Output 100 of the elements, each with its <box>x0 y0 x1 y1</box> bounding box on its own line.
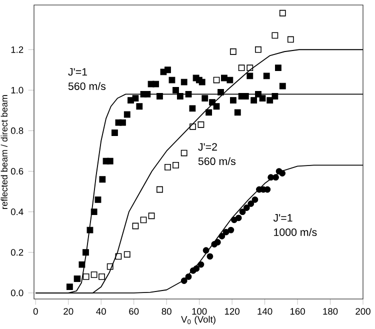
point <box>148 212 155 220</box>
point <box>94 196 102 203</box>
annotation: J'=1 <box>68 68 87 76</box>
point <box>239 208 246 216</box>
point <box>115 253 122 260</box>
x-tick-label: 40 <box>96 308 106 315</box>
point <box>279 170 286 176</box>
point <box>226 76 234 84</box>
x-tick-label: 180 <box>323 308 338 315</box>
point <box>144 91 151 98</box>
point <box>272 32 278 39</box>
point <box>132 95 139 102</box>
annotation: J'=1 <box>273 214 292 222</box>
point <box>120 119 126 126</box>
point <box>259 95 266 102</box>
point <box>255 46 262 53</box>
point <box>124 111 130 118</box>
point <box>235 214 242 222</box>
point <box>152 80 159 88</box>
point <box>230 48 236 55</box>
point <box>98 273 105 280</box>
point <box>266 97 274 104</box>
point <box>287 36 294 43</box>
y-tick-label: 0.6 <box>10 168 24 175</box>
x-tick-label: 200 <box>356 308 370 315</box>
point <box>213 76 220 84</box>
point <box>198 78 206 86</box>
point <box>190 123 196 130</box>
y-tick-label: 0.4 <box>10 208 24 216</box>
x-tick-label: 160 <box>290 308 305 315</box>
point <box>279 82 286 90</box>
point <box>185 273 192 280</box>
point <box>246 72 254 80</box>
point <box>222 228 230 236</box>
point <box>272 174 279 181</box>
y-tick-label: 0.0 <box>10 290 24 296</box>
point <box>90 208 98 216</box>
x-axis-title: V$_{0}$ (Volt) <box>181 316 216 325</box>
point <box>234 109 241 116</box>
point <box>180 78 188 86</box>
point <box>214 239 221 246</box>
point <box>230 97 236 104</box>
point <box>111 130 118 136</box>
y-tick-label: 1.2 <box>11 46 24 53</box>
point <box>218 232 226 240</box>
y-tick-label: 0.8 <box>10 127 24 134</box>
point <box>250 97 258 104</box>
point <box>78 261 86 268</box>
point <box>275 64 282 72</box>
point <box>193 265 200 272</box>
point <box>202 247 210 254</box>
y-tick-label: 1.0 <box>11 86 24 94</box>
point <box>180 150 188 156</box>
y-axis-title: reflected beam / direct beam <box>0 95 8 209</box>
y-tick-label: 0.2 <box>10 249 24 256</box>
point <box>202 95 208 102</box>
point <box>172 162 179 168</box>
point <box>156 93 163 100</box>
annotation: 560 m/s <box>198 157 236 166</box>
point <box>66 284 73 290</box>
point <box>99 176 106 183</box>
x-tick-label: 0 <box>33 308 38 315</box>
point <box>228 226 234 234</box>
point <box>213 103 220 110</box>
point <box>180 278 188 284</box>
x-tick-label: 80 <box>162 308 172 315</box>
point <box>140 216 147 224</box>
x-tick-label: 100 <box>192 308 207 315</box>
point <box>243 204 250 211</box>
point <box>132 222 139 230</box>
point <box>264 186 271 193</box>
point <box>248 200 254 207</box>
point <box>86 226 94 234</box>
point <box>82 249 89 256</box>
point <box>136 103 143 110</box>
point <box>252 196 258 203</box>
point <box>263 72 270 80</box>
point <box>172 86 179 94</box>
point <box>221 74 228 82</box>
x-tick-label: 140 <box>258 308 272 315</box>
annotation: J'=2 <box>198 143 217 151</box>
x-tick-label: 60 <box>129 308 139 315</box>
annotation: 1000 m/s <box>274 228 317 236</box>
point <box>106 158 114 164</box>
point <box>272 93 278 100</box>
point <box>168 76 176 84</box>
point <box>246 64 254 72</box>
point <box>82 273 90 280</box>
point <box>189 105 196 112</box>
point <box>206 253 214 260</box>
point <box>238 64 245 72</box>
x-tick-label: 20 <box>64 308 74 315</box>
point <box>90 271 98 278</box>
point <box>164 66 171 74</box>
point <box>176 93 184 100</box>
annotation: 560 m/s <box>68 82 106 90</box>
x-tick-label: 120 <box>224 308 240 315</box>
point <box>198 261 204 268</box>
point <box>185 91 192 98</box>
point <box>164 164 171 170</box>
